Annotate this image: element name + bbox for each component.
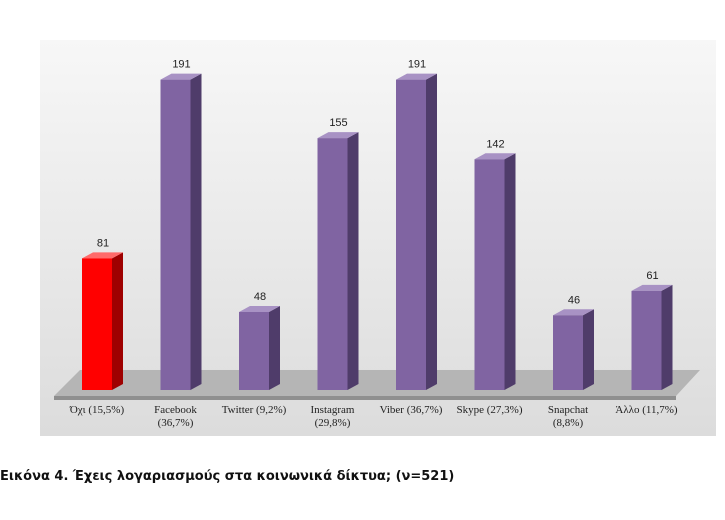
category-label: Άλλο (11,7%) xyxy=(615,404,678,416)
data-label: 46 xyxy=(568,294,580,306)
bar-top xyxy=(160,73,202,80)
data-label: 142 xyxy=(486,138,504,150)
bar xyxy=(239,312,269,390)
category-label: Viber (36,7%) xyxy=(379,404,443,416)
bar-top xyxy=(631,284,673,291)
chart-frame: 81 191 48 155 191 142 46 61 xyxy=(40,40,716,436)
category-label: Facebook (36,7%) xyxy=(154,404,197,429)
bar-chart: 81 191 48 155 191 142 46 61 xyxy=(54,59,700,400)
bar xyxy=(160,79,191,390)
bar xyxy=(82,258,112,390)
chart-floor xyxy=(54,370,700,396)
bar-side xyxy=(190,73,202,390)
bar-side xyxy=(269,306,280,390)
bar-top xyxy=(474,153,516,160)
bar-side xyxy=(504,153,516,390)
chart-floor-edge xyxy=(54,396,676,400)
figure-caption: Εικόνα 4. Έχεις λογαριασμούς στα κοινωνι… xyxy=(0,469,455,484)
category-label: Instagram (29,8%) xyxy=(310,404,355,429)
data-label: 81 xyxy=(97,237,109,249)
data-label: 191 xyxy=(408,59,426,71)
bar xyxy=(474,159,505,390)
bar xyxy=(317,138,348,390)
bar-side xyxy=(661,284,673,390)
data-label: 191 xyxy=(172,59,190,71)
category-label: Όχι (15,5%) xyxy=(69,404,125,416)
bar-top xyxy=(396,73,437,80)
bar-top xyxy=(82,252,123,259)
category-label: Twitter (9,2%) xyxy=(221,404,287,416)
bar xyxy=(553,315,583,390)
data-label: 61 xyxy=(646,270,658,282)
bar-side xyxy=(347,132,359,390)
bar-side xyxy=(583,309,594,390)
bar-top xyxy=(317,132,359,139)
bar xyxy=(631,290,662,390)
data-label: 155 xyxy=(329,117,347,129)
category-label: Skype (27,3%) xyxy=(456,404,523,416)
bar xyxy=(396,79,426,390)
bar-side xyxy=(112,252,123,390)
bar-top xyxy=(239,306,280,312)
data-label: 48 xyxy=(254,291,266,303)
category-label: Snapchat (8,8%) xyxy=(547,404,589,429)
bar-side xyxy=(426,73,437,390)
bar-top xyxy=(553,309,594,316)
